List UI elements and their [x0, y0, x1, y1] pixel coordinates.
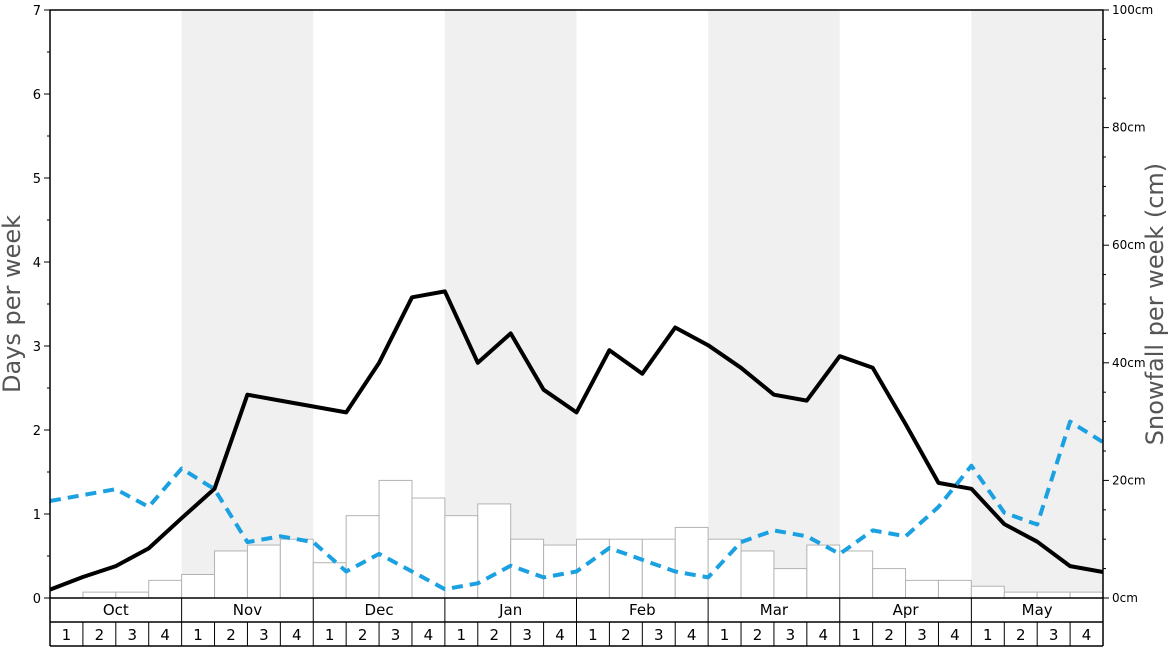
bar	[378, 479, 413, 599]
week-label: 1	[720, 626, 730, 644]
week-label: 1	[851, 626, 861, 644]
week-label: 1	[983, 626, 993, 644]
left-tick-label: 3	[33, 340, 41, 355]
right-tick-label: 20cm	[1112, 473, 1146, 487]
week-label: 2	[489, 626, 499, 644]
right-tick-label: 40cm	[1112, 356, 1146, 370]
week-label: 3	[391, 626, 401, 644]
week-label: 2	[358, 626, 368, 644]
right-tick-label: 80cm	[1112, 121, 1146, 135]
week-label: 4	[555, 626, 565, 644]
bar	[806, 544, 841, 599]
month-shade-band	[708, 10, 840, 598]
week-label: 4	[950, 626, 960, 644]
week-label: 1	[588, 626, 598, 644]
week-label: 3	[1049, 626, 1059, 644]
bar	[1069, 591, 1104, 599]
week-label: 1	[62, 626, 72, 644]
month-shading	[181, 10, 1103, 598]
week-label: 4	[424, 626, 434, 644]
bar	[937, 579, 972, 599]
bar	[740, 550, 775, 599]
x-axis: Oct 1 2 3 4 Nov 1 2 3 4 Dec 1 2 3 4 Jan 1 2 3 4 Feb 1 2 3 4 Mar 1 2…	[49, 598, 1104, 647]
week-label: 2	[884, 626, 894, 644]
left-axis-title: Days per week	[0, 215, 26, 393]
week-label: 2	[226, 626, 236, 644]
week-label: 2	[1016, 626, 1026, 644]
bar	[477, 503, 512, 599]
right-tick-label: 0cm	[1112, 591, 1138, 605]
week-label: 4	[160, 626, 170, 644]
week-label: 4	[687, 626, 697, 644]
month-shade-band	[971, 10, 1103, 598]
left-tick-label: 7	[33, 4, 41, 19]
week-label: 1	[193, 626, 203, 644]
month-label: Dec	[365, 601, 394, 619]
week-label: 3	[786, 626, 796, 644]
month-label: Mar	[760, 601, 789, 619]
week-label: 4	[292, 626, 302, 644]
left-tick-label: 1	[33, 508, 41, 523]
bar	[905, 579, 939, 599]
right-tick-label: 100cm	[1112, 3, 1153, 17]
bar	[82, 591, 117, 599]
month-label: Apr	[893, 601, 920, 619]
dashed-line-series	[49, 419, 1105, 592]
bar	[411, 497, 446, 599]
bar	[148, 579, 183, 599]
bar	[674, 526, 709, 599]
month-shade-band	[181, 10, 314, 598]
bar-series	[82, 479, 1104, 599]
week-label: 2	[753, 626, 763, 644]
week-label: 3	[654, 626, 664, 644]
right-axis: 0cm 20cm 40cm 60cm 80cm 100cm	[1103, 3, 1153, 605]
bar	[279, 538, 314, 599]
bar	[246, 544, 281, 599]
left-axis: 0 1 2 3 4 5 6 7	[33, 4, 50, 607]
week-label: 1	[457, 626, 467, 644]
right-tick-label: 60cm	[1112, 238, 1146, 252]
bar	[773, 568, 808, 599]
month-label: Nov	[233, 601, 262, 619]
bar	[576, 538, 610, 599]
bar	[1036, 591, 1071, 599]
week-label: 3	[127, 626, 137, 644]
month-label: Oct	[103, 601, 129, 619]
bar	[510, 538, 545, 599]
month-label: May	[1022, 601, 1053, 619]
bar	[872, 568, 907, 599]
bar	[181, 573, 216, 599]
solid-line-series	[49, 289, 1104, 592]
month-shade-band	[444, 10, 577, 598]
week-label: 3	[259, 626, 269, 644]
left-tick-label: 2	[33, 424, 41, 439]
week-label: 2	[95, 626, 105, 644]
week-label: 3	[522, 626, 532, 644]
week-label: 4	[819, 626, 829, 644]
left-tick-label: 0	[33, 592, 41, 607]
line-series	[49, 289, 1105, 592]
bar	[115, 591, 150, 599]
month-label: Jan	[498, 601, 522, 619]
right-axis-title: Snowfall per week (cm)	[1141, 163, 1168, 445]
left-tick-label: 4	[33, 256, 41, 271]
week-label: 2	[621, 626, 631, 644]
week-label: 4	[1082, 626, 1092, 644]
month-label: Feb	[629, 601, 656, 619]
bar	[608, 538, 643, 599]
left-tick-label: 6	[33, 88, 41, 103]
week-label: 1	[325, 626, 335, 644]
bar	[970, 585, 1005, 599]
week-label: 3	[917, 626, 927, 644]
left-tick-label: 5	[33, 172, 41, 187]
bar	[1003, 591, 1038, 599]
bar	[214, 550, 248, 599]
bar	[839, 550, 874, 599]
